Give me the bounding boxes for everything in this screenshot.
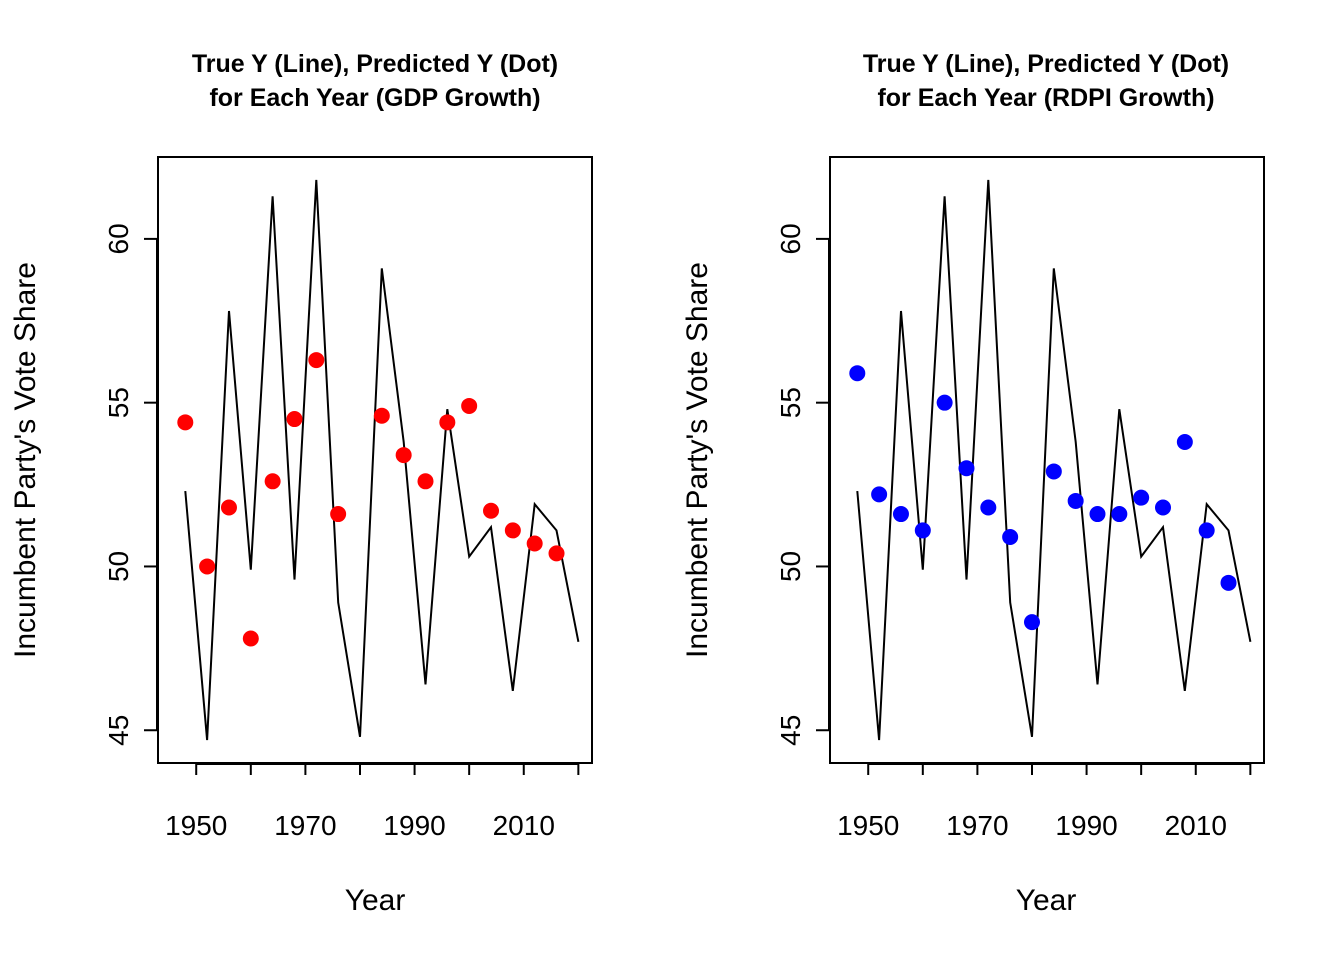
y-tick-label: 45 [103, 715, 134, 746]
predicted-y-point [914, 522, 931, 539]
predicted-y-point [1220, 574, 1237, 591]
predicted-y-point [483, 502, 500, 519]
predicted-y-point [417, 473, 434, 490]
predicted-y-point [1198, 522, 1215, 539]
x-tick-label: 1950 [165, 810, 227, 841]
y-tick-label: 50 [103, 551, 134, 582]
true-y-line [856, 179, 1252, 741]
y-tick-label: 45 [775, 715, 806, 746]
x-tick-label: 2010 [493, 810, 555, 841]
x-tick-label: 2010 [1165, 810, 1227, 841]
predicted-y-point [1002, 528, 1019, 545]
predicted-y-point [1155, 499, 1172, 516]
predicted-y-point [177, 414, 194, 431]
x-tick-label: 1970 [946, 810, 1008, 841]
chart-title-line-2: for Each Year (RDPI Growth) [877, 84, 1214, 112]
plot-frame [829, 156, 1265, 764]
y-axis-label: Incumbent Party's Vote Share [9, 262, 42, 658]
y-tick-label: 55 [775, 387, 806, 418]
predicted-y-point [220, 499, 237, 516]
predicted-y-point [1176, 433, 1193, 450]
predicted-y-point [871, 486, 888, 503]
predicted-y-point [286, 411, 303, 428]
chart-title-line-1: True Y (Line), Predicted Y (Dot) [192, 50, 558, 78]
predicted-y-point [849, 365, 866, 382]
predicted-y-point [1133, 489, 1150, 506]
x-tick-label: 1990 [383, 810, 445, 841]
predicted-y-point [892, 506, 909, 523]
x-tick-label: 1970 [274, 810, 336, 841]
predicted-y-point [504, 522, 521, 539]
predicted-y-point [1045, 463, 1062, 480]
predicted-y-point [395, 447, 412, 464]
predicted-y-point [199, 558, 216, 575]
chart-title-line-2: for Each Year (GDP Growth) [209, 84, 540, 112]
chart-panel-rdpi: True Y (Line), Predicted Y (Dot) for Eac… [681, 50, 1265, 917]
predicted-y-point [330, 506, 347, 523]
y-axis-label: Incumbent Party's Vote Share [681, 262, 714, 658]
predicted-y-point [1067, 492, 1084, 509]
chart-panel-gdp: True Y (Line), Predicted Y (Dot) for Eac… [9, 50, 593, 917]
predicted-y-point [242, 630, 259, 647]
predicted-y-point [264, 473, 281, 490]
predicted-y-point [461, 397, 478, 414]
predicted-y-point [439, 414, 456, 431]
predicted-y-point [1111, 506, 1128, 523]
predicted-y-point [373, 407, 390, 424]
x-axis-label: Year [345, 884, 406, 917]
predicted-y-point [1089, 506, 1106, 523]
x-tick-label: 1990 [1055, 810, 1117, 841]
predicted-y-point [1023, 614, 1040, 631]
true-y-line [184, 179, 580, 741]
predicted-y-point [526, 535, 543, 552]
predicted-y-point [308, 352, 325, 369]
y-tick-label: 60 [103, 223, 134, 254]
x-tick-label: 1950 [837, 810, 899, 841]
predicted-y-point [980, 499, 997, 516]
x-axis-label: Year [1016, 884, 1077, 917]
y-tick-label: 55 [103, 387, 134, 418]
plot-frame [157, 156, 593, 764]
predicted-y-point [958, 460, 975, 477]
predicted-y-point [548, 545, 565, 562]
y-tick-label: 50 [775, 551, 806, 582]
chart-title-line-1: True Y (Line), Predicted Y (Dot) [863, 50, 1229, 78]
predicted-y-point [936, 394, 953, 411]
y-tick-label: 60 [775, 223, 806, 254]
